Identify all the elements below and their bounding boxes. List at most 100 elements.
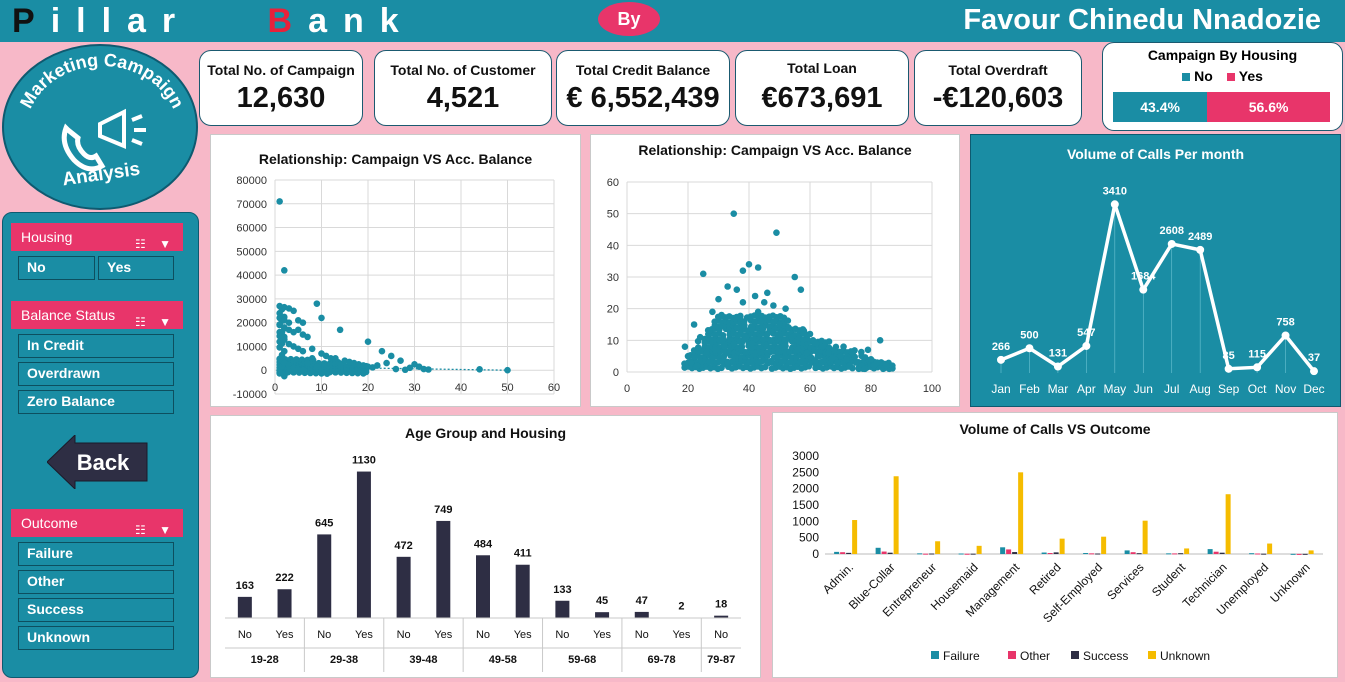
- group-label: 69-78: [648, 654, 676, 666]
- scatter-point: [852, 359, 860, 366]
- bar: [634, 611, 649, 618]
- bar-other: [840, 552, 846, 554]
- back-button[interactable]: Back: [47, 435, 151, 489]
- campaign-by-housing-card: Campaign By Housing No Yes 43.4% 56.6%: [1102, 42, 1343, 131]
- legend-swatch: [1148, 651, 1156, 659]
- scatter-point: [736, 314, 744, 322]
- chart-title: Volume of Calls Per month: [1066, 146, 1245, 162]
- scatter-point: [281, 333, 288, 341]
- data-label: 133: [553, 584, 571, 596]
- data-label: 411: [514, 548, 532, 560]
- legend-label: Failure: [943, 649, 980, 663]
- scatter-point: [504, 366, 511, 374]
- slicer-housing-yes[interactable]: Yes: [98, 256, 174, 280]
- slicer-unknown[interactable]: Unknown: [18, 626, 174, 650]
- scatter-point: [364, 338, 372, 345]
- bar-category-label: Yes: [593, 629, 611, 641]
- bar-failure: [834, 551, 840, 554]
- line-marker: [1139, 285, 1148, 294]
- slicer-success[interactable]: Success: [18, 598, 174, 622]
- kpi-total-customer: Total No. of Customer 4,521: [374, 50, 552, 126]
- legend-swatch: [931, 651, 939, 659]
- y-tick-label: 2000: [792, 482, 819, 496]
- multiselect-filter-icon[interactable]: ☷ ▼: [135, 315, 171, 329]
- bar-success: [1012, 552, 1018, 554]
- slicer-other[interactable]: Other: [18, 570, 174, 594]
- scatter-point: [828, 356, 835, 363]
- slicer-housing-no[interactable]: No: [18, 256, 95, 280]
- back-label: Back: [77, 450, 130, 475]
- data-label: 222: [275, 572, 293, 584]
- legend-swatch: [1008, 651, 1016, 659]
- brand-word-illar: illar: [50, 2, 192, 40]
- multiselect-filter-icon[interactable]: ☷ ▼: [135, 523, 171, 537]
- data-label: 115: [1248, 348, 1266, 360]
- scatter-point: [476, 365, 483, 373]
- bar-other: [1213, 551, 1219, 554]
- housing-yes-segment: 56.6%: [1207, 92, 1330, 122]
- scatter-point: [332, 355, 339, 362]
- line-marker: [1167, 239, 1176, 248]
- line-marker: [1110, 200, 1119, 209]
- slicer-overdrawn[interactable]: Overdrawn: [18, 362, 174, 386]
- line-marker: [997, 355, 1005, 364]
- bar-unknown: [1059, 538, 1065, 554]
- y-tick-label: 1000: [792, 514, 819, 528]
- bar-success: [846, 552, 852, 554]
- bar-success: [929, 553, 935, 555]
- x-tick-label: Unknown: [1267, 560, 1312, 605]
- kpi-label: Total Loan: [787, 60, 857, 76]
- bar-unknown: [1308, 550, 1314, 554]
- phone-icon: [61, 123, 106, 172]
- bar-unknown: [1101, 536, 1107, 554]
- y-tick-label: 2500: [792, 465, 819, 479]
- data-label: 472: [394, 540, 412, 552]
- multiselect-filter-icon[interactable]: ☷ ▼: [135, 237, 171, 251]
- scatter-point: [776, 321, 783, 328]
- scatter-point: [706, 327, 713, 335]
- slicer-in-credit[interactable]: In Credit: [18, 334, 174, 358]
- scatter-point: [834, 359, 841, 366]
- x-tick-label: Services: [1104, 560, 1146, 602]
- scatter-point: [840, 343, 847, 350]
- data-label: 484: [474, 538, 493, 550]
- scatter-point: [767, 337, 774, 344]
- x-tick-label: 40: [455, 382, 467, 394]
- scatter-point: [304, 359, 311, 367]
- kpi-label: Total No. of Campaign: [207, 62, 355, 78]
- bar-success: [1178, 553, 1184, 555]
- author-name: Favour Chinedu Nnadozie: [963, 4, 1321, 36]
- kpi-total-loan: Total Loan €673,691: [735, 50, 909, 126]
- kpi-value: € 6,552,439: [566, 82, 720, 114]
- bar-failure: [917, 553, 923, 555]
- y-tick-label: 20: [607, 304, 619, 316]
- scatter-point: [703, 349, 710, 357]
- y-tick-label: 1500: [792, 498, 819, 512]
- kpi-value: 12,630: [236, 82, 326, 114]
- legend-label: Success: [1083, 649, 1128, 663]
- scatter-point: [715, 295, 722, 303]
- kpi-total-overdraft: Total Overdraft -€120,603: [914, 50, 1082, 126]
- scatter-point: [870, 362, 878, 369]
- scatter-point: [699, 270, 707, 278]
- scatter-point: [867, 356, 875, 363]
- x-tick-label: 20: [682, 383, 694, 395]
- logo: Marketing Campaign Analysis: [2, 44, 198, 210]
- bar-other: [1089, 553, 1095, 555]
- slicer-failure[interactable]: Failure: [18, 542, 174, 566]
- x-tick-label: 60: [548, 382, 560, 394]
- bar-other: [964, 553, 970, 555]
- calls-per-month-chart: 266 500 131 547 3410 1684 2608 2489 85 115 758 37 Ja…: [991, 185, 1324, 396]
- scatter-chart-1-panel: Relationship: Campaign VS Acc. Balance -…: [210, 134, 581, 407]
- x-tick-label: Retired: [1026, 560, 1063, 597]
- bar-other: [881, 551, 887, 554]
- slicer-zero-balance[interactable]: Zero Balance: [18, 390, 174, 414]
- bar-category-label: Yes: [672, 629, 690, 641]
- scatter-point: [712, 346, 719, 354]
- kpi-value: -€120,603: [932, 82, 1064, 114]
- data-label: 645: [315, 517, 333, 529]
- scatter-point: [299, 347, 307, 355]
- scatter-point: [754, 264, 762, 271]
- scatter-point: [764, 289, 771, 297]
- chart-title: Volume of Calls VS Outcome: [959, 421, 1151, 437]
